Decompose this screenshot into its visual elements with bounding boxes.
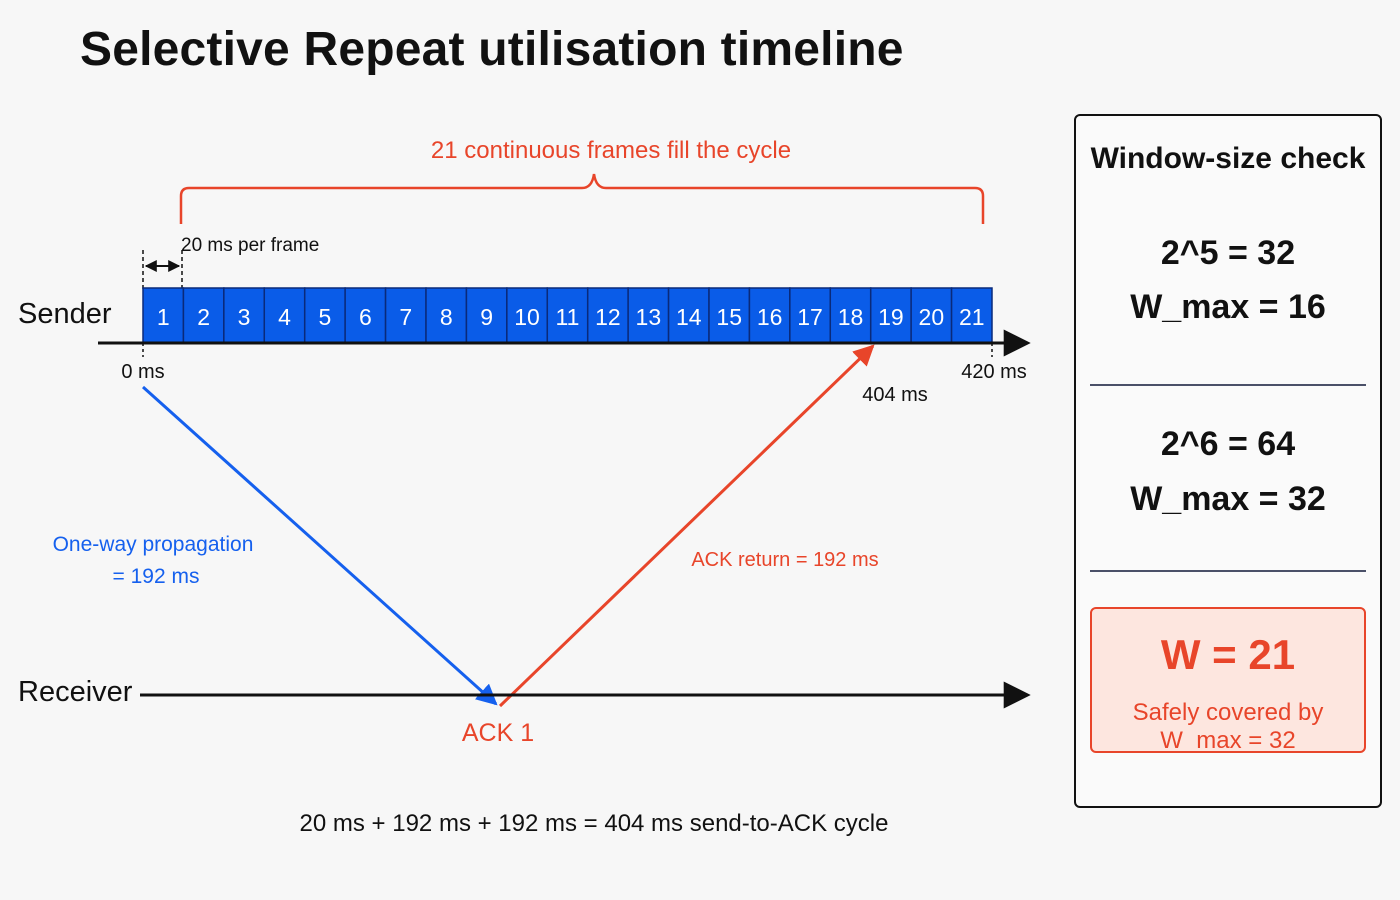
frame-label: 17 xyxy=(797,304,823,330)
timeline-diagram: 21 continuous frames fill the cycle 20 m… xyxy=(18,137,1031,837)
brace-label: 21 continuous frames fill the cycle xyxy=(431,137,791,164)
frame-label: 21 xyxy=(959,304,985,330)
ack1-label: ACK 1 xyxy=(462,719,534,747)
receiver-label: Receiver xyxy=(18,676,133,708)
frame-label: 10 xyxy=(514,304,540,330)
frame-label: 18 xyxy=(838,304,864,330)
frame-box xyxy=(546,287,589,344)
result-box: W = 21 Safely covered by W_max = 32 xyxy=(1090,607,1366,754)
panel-title: Window-size check xyxy=(1090,142,1366,175)
frames-brace xyxy=(179,173,985,224)
panel-divider-1 xyxy=(1090,384,1366,386)
frame-label: 16 xyxy=(757,304,783,330)
frame-box xyxy=(829,287,872,344)
frame-label: 4 xyxy=(278,304,291,330)
ack-return-label: ACK return = 192 ms xyxy=(691,549,878,571)
frame-label: 11 xyxy=(556,304,580,330)
frame-label: 6 xyxy=(359,304,372,330)
propagation-label-line1: One-way propagation xyxy=(53,533,254,556)
frame-time-label: 20 ms per frame xyxy=(181,235,319,256)
frame-label: 13 xyxy=(636,304,662,330)
frame-label: 14 xyxy=(676,304,702,330)
frame-label: 9 xyxy=(480,304,493,330)
result-note: Safely covered by W_max = 32 xyxy=(1132,699,1324,754)
result-window: W = 21 xyxy=(1160,631,1296,678)
window-size-panel: Window-size check 2^5 = 32 W_max = 16 2^… xyxy=(1074,114,1382,808)
frame-label: 5 xyxy=(319,304,332,330)
frame-label: 12 xyxy=(595,304,621,330)
frame-sequence: 1 2 3 4 5 6 7 8 9 10 11 12 13 14 15 16 17 18 19 20 21 xyxy=(142,287,993,344)
time-0ms: 0 ms xyxy=(121,361,164,383)
sender-label: Sender xyxy=(18,298,112,330)
panel-divider-2 xyxy=(1090,570,1366,572)
frame-label: 15 xyxy=(716,304,742,330)
page-title: Selective Repeat utilisation timeline xyxy=(80,23,904,76)
time-420ms: 420 ms xyxy=(961,361,1027,383)
frame-box xyxy=(142,287,185,344)
frame-box xyxy=(586,287,629,344)
frame-label: 20 xyxy=(919,304,945,330)
frame-box xyxy=(223,287,266,344)
check2-line1: 2^6 = 64 xyxy=(1160,425,1296,463)
frame-box xyxy=(344,287,387,344)
frame-box xyxy=(869,287,912,344)
check1-line2: W_max = 16 xyxy=(1130,288,1326,326)
time-404ms: 404 ms xyxy=(862,384,928,406)
propagation-arrow xyxy=(141,385,498,706)
frame-label: 19 xyxy=(878,304,904,330)
check2-line2: W_max = 32 xyxy=(1130,480,1326,518)
cycle-equation: 20 ms + 192 ms + 192 ms = 404 ms send-to… xyxy=(300,810,889,837)
frame-label: 8 xyxy=(440,304,453,330)
propagation-label-line2: = 192 ms xyxy=(113,565,200,588)
frame-label: 7 xyxy=(399,304,412,330)
check1-line1: 2^5 = 32 xyxy=(1160,234,1296,272)
frame-label: 1 xyxy=(157,304,170,330)
frame-label: 3 xyxy=(238,304,251,330)
frame-box xyxy=(667,287,710,344)
ack-return-arrow xyxy=(498,344,875,708)
frame-label: 2 xyxy=(197,304,210,330)
frame-box xyxy=(506,287,549,344)
